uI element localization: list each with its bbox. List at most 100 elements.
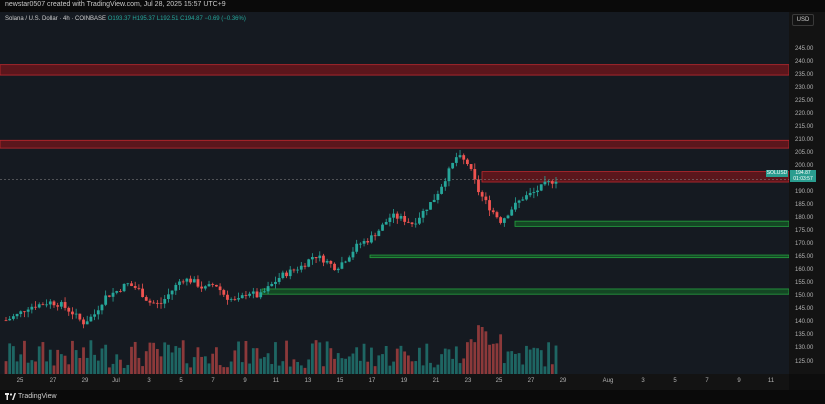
volume-bar — [170, 352, 174, 374]
price-axis[interactable]: 245.00 240.00 235.00 230.00 225.00 220.00 215.… — [789, 12, 825, 374]
candle-body — [37, 304, 41, 308]
candle-body — [85, 321, 89, 325]
resistance-zone — [0, 64, 789, 76]
candle-body — [63, 302, 67, 308]
candle-body — [521, 199, 525, 201]
volume-bar — [82, 347, 85, 374]
candle-body — [192, 279, 196, 283]
time-axis[interactable]: 25 27 29 Jul 3 5 7 9 11 13 15 17 19 21 23 25 27 29 Aug 3 5 7 9… — [0, 374, 789, 390]
candle-body — [384, 221, 388, 225]
candle-body — [174, 284, 178, 291]
candle-body — [78, 313, 82, 320]
volume-bar — [355, 347, 359, 374]
resistance-zone — [481, 171, 789, 183]
volume-bar — [11, 346, 15, 374]
candle-body — [528, 192, 532, 196]
volume-bar — [466, 342, 469, 374]
volume-bar — [336, 353, 340, 374]
time-axis-label: 7 — [705, 378, 709, 384]
candle-body — [255, 291, 259, 298]
price-axis-label: 200.00 — [795, 162, 814, 169]
price-axis-label: 170.00 — [795, 241, 814, 248]
candle-body — [322, 255, 325, 263]
candle-body — [296, 269, 300, 271]
time-axis-label: 5 — [179, 378, 183, 384]
volume-bar — [133, 341, 137, 374]
candle-body — [240, 295, 244, 299]
price-axis-label: 175.00 — [795, 228, 814, 235]
candle-body — [96, 310, 100, 315]
volume-bar — [48, 349, 52, 374]
volume-bar — [211, 353, 215, 374]
time-axis-label: 9 — [243, 378, 247, 384]
volume-bar — [26, 362, 30, 374]
candle-body — [218, 286, 222, 291]
price-axis-label: 235.00 — [795, 71, 814, 78]
volume-bar — [296, 361, 300, 374]
volume-bar — [454, 346, 458, 374]
candle-body — [440, 186, 443, 194]
volume-bar — [395, 348, 399, 374]
candle-body — [26, 309, 30, 312]
candle-body — [303, 265, 307, 267]
volume-bar — [366, 361, 370, 374]
volume-bar — [484, 331, 488, 374]
volume-bar — [458, 363, 462, 374]
chart-area[interactable] — [0, 12, 789, 374]
symbol-tag: SOLUSD — [766, 170, 788, 177]
candle-body — [141, 288, 144, 298]
volume-bar — [521, 364, 525, 374]
price-axis-label: 135.00 — [795, 332, 814, 339]
candle-body — [333, 263, 336, 271]
candle-body — [288, 269, 292, 277]
candle-body — [355, 243, 359, 252]
candle-body — [299, 265, 303, 270]
candle-body — [466, 159, 469, 165]
candle-body — [366, 241, 370, 243]
candle-body — [274, 281, 277, 284]
candle-body — [211, 284, 215, 285]
candle-body — [381, 224, 384, 231]
candle-body — [462, 155, 466, 160]
volume-bar — [215, 347, 218, 374]
volume-bar — [451, 358, 455, 374]
volume-bar — [96, 360, 100, 374]
time-axis-label: 19 — [400, 378, 408, 384]
candle-body — [347, 257, 351, 262]
volume-bar — [325, 341, 329, 374]
volume-bar — [8, 343, 12, 374]
volume-bar — [528, 349, 532, 374]
candle-body — [277, 277, 281, 282]
volume-bar — [351, 353, 355, 374]
volume-bar — [203, 356, 207, 374]
volume-bar — [307, 359, 311, 374]
candle-body — [281, 272, 285, 278]
candle-body — [447, 168, 451, 182]
volume-bar — [19, 354, 23, 374]
candle-body — [292, 269, 296, 271]
candle-body — [432, 199, 436, 203]
candle-body — [414, 223, 418, 225]
candle-body — [4, 320, 8, 322]
currency-button[interactable]: USD — [792, 14, 814, 26]
candle-body — [443, 181, 447, 187]
top-bar: newstar0507 created with TradingView.com… — [0, 0, 825, 12]
volume-bar — [196, 347, 200, 374]
candle-body — [403, 215, 407, 222]
volume-bar — [370, 347, 373, 374]
candle-body — [539, 184, 543, 191]
volume-bar — [443, 348, 447, 374]
candle-body — [373, 235, 377, 237]
chart-canvas[interactable] — [0, 12, 789, 374]
candle-body — [491, 210, 495, 213]
candle-body — [181, 281, 185, 283]
volume-bar — [115, 354, 119, 374]
candle-body — [8, 318, 12, 321]
candle-body — [336, 268, 340, 271]
candle-body — [262, 291, 266, 293]
volume-bar — [167, 344, 170, 374]
candle-body — [122, 283, 126, 292]
time-axis-label: 5 — [673, 378, 677, 384]
volume-bar — [480, 326, 484, 374]
candle-body — [34, 306, 37, 308]
